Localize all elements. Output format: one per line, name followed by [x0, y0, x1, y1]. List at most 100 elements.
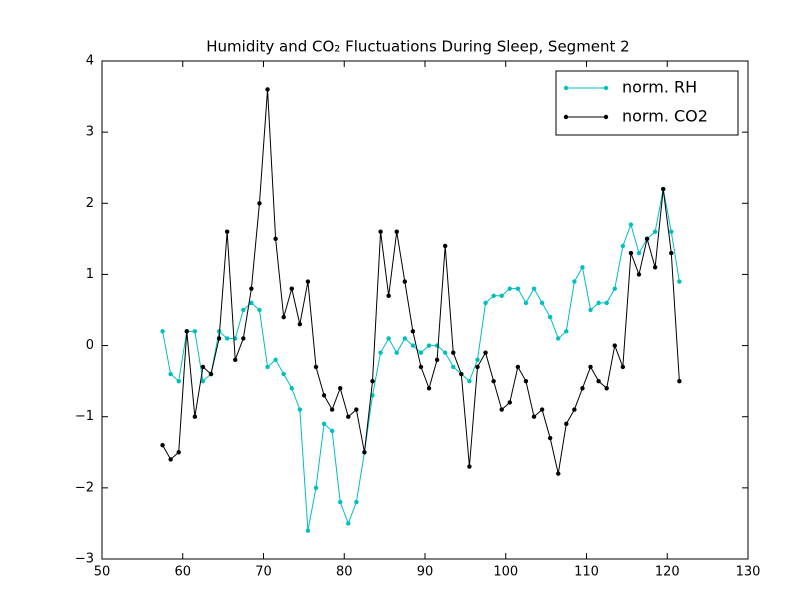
point [192, 329, 198, 334]
point [386, 336, 391, 341]
point [636, 272, 642, 277]
point [200, 378, 206, 384]
point [564, 421, 569, 427]
legend-marker [603, 114, 609, 120]
x-tick-label: 130 [736, 565, 761, 580]
point [580, 265, 585, 270]
point [531, 286, 537, 291]
point [491, 378, 496, 384]
point [580, 386, 585, 391]
point [418, 350, 424, 355]
x-tick-label: 120 [655, 565, 680, 580]
point [329, 407, 335, 412]
point [652, 229, 658, 234]
point [216, 336, 222, 341]
point [249, 300, 254, 306]
point [475, 364, 480, 370]
x-tick-label: 90 [417, 565, 434, 580]
point [192, 414, 198, 419]
point [305, 528, 311, 533]
point [346, 414, 351, 419]
point [160, 329, 165, 334]
point [669, 229, 674, 234]
point [604, 386, 609, 391]
point [281, 314, 286, 320]
point [160, 442, 165, 448]
point [564, 329, 569, 334]
point [402, 279, 408, 284]
point [669, 250, 674, 256]
point [628, 222, 634, 227]
point [451, 350, 456, 355]
point [467, 464, 472, 469]
point [507, 286, 512, 291]
point [588, 364, 593, 370]
point [338, 499, 343, 505]
point [249, 286, 254, 291]
point [612, 286, 617, 291]
point [547, 435, 553, 441]
point [241, 336, 246, 341]
point [346, 521, 351, 526]
point [628, 250, 634, 256]
point [241, 307, 246, 313]
point [491, 293, 496, 298]
point [596, 300, 601, 306]
point [426, 386, 432, 391]
point [378, 350, 383, 355]
point [354, 499, 359, 505]
legend-label: norm. CO2 [622, 107, 708, 126]
point [224, 336, 230, 341]
x-tick-label: 80 [336, 565, 353, 580]
point [499, 293, 504, 298]
point [233, 357, 238, 362]
point [499, 407, 504, 412]
legend-marker [603, 85, 609, 91]
point [442, 350, 448, 355]
point [321, 393, 327, 398]
point [168, 457, 173, 462]
point [184, 329, 189, 334]
point [378, 229, 383, 234]
point [612, 343, 617, 348]
point [418, 364, 424, 370]
point [208, 371, 214, 377]
point [467, 378, 472, 384]
legend-marker [563, 114, 569, 120]
point [176, 450, 181, 455]
point [362, 450, 367, 455]
x-tick-label: 100 [493, 565, 518, 580]
point [257, 307, 262, 313]
point [523, 378, 529, 384]
point [677, 279, 682, 284]
point [289, 386, 294, 391]
point [394, 229, 399, 234]
point [539, 300, 545, 306]
point [297, 322, 303, 327]
point [652, 265, 658, 270]
point [265, 87, 270, 92]
point [596, 378, 601, 384]
point [620, 243, 626, 249]
point [572, 279, 577, 284]
point [547, 314, 553, 320]
point [402, 336, 408, 341]
point [644, 236, 650, 242]
point [434, 357, 440, 362]
point [200, 364, 206, 370]
y-tick-label: −3 [75, 552, 94, 567]
point [410, 343, 416, 348]
point [661, 186, 666, 192]
point [515, 364, 521, 370]
point [604, 300, 609, 306]
point [410, 329, 416, 334]
point [257, 201, 262, 206]
plot-frame [101, 60, 749, 560]
point [370, 378, 375, 384]
point [297, 407, 303, 412]
point [539, 407, 545, 412]
point [572, 407, 577, 412]
point [176, 378, 181, 384]
point [556, 471, 561, 476]
point [313, 485, 319, 491]
